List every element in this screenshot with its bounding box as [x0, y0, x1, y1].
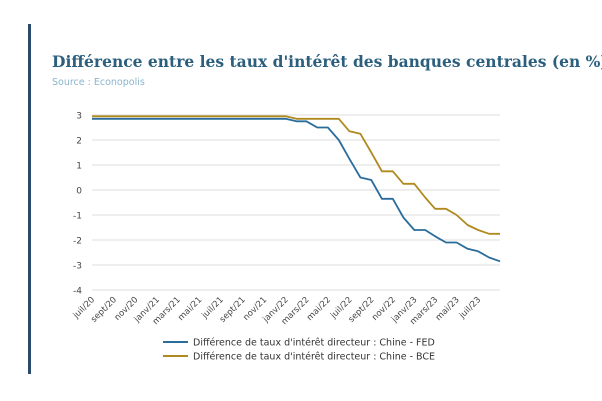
- chart-source: Source : Econopolis: [52, 77, 145, 88]
- y-tick-label: 3: [76, 112, 82, 122]
- y-tick-label: -2: [73, 237, 82, 247]
- y-tick-label: -3: [73, 262, 82, 272]
- x-tick-label: mai/21: [176, 295, 204, 323]
- series-line-chine-fed: [92, 117, 501, 263]
- y-tick-label: -1: [73, 212, 82, 222]
- series-line-chine-bce: [92, 115, 500, 235]
- accent-bar: [28, 24, 31, 374]
- y-tick-label: 1: [76, 162, 82, 172]
- y-tick-label: -4: [73, 287, 82, 297]
- x-axis-ticks: juil/20sept/20nov/20janv/21mars/21mai/21…: [71, 295, 483, 327]
- legend-label: Différence de taux d'intérêt directeur :…: [193, 352, 435, 363]
- x-tick-label: mai/23: [434, 295, 462, 323]
- y-axis-ticks: 3 2 1 0 -1 -2 -3 -4: [73, 112, 82, 297]
- legend-label: Différence de taux d'intérêt directeur :…: [193, 338, 435, 349]
- y-tick-label: 0: [76, 187, 82, 197]
- x-tick-label: juil/23: [457, 295, 483, 321]
- chart-title: Différence entre les taux d'intérêt des …: [52, 52, 602, 71]
- legend: Différence de taux d'intérêt directeur :…: [163, 338, 435, 363]
- grid-lines: [92, 114, 500, 291]
- y-tick-label: 2: [76, 137, 82, 147]
- x-tick-label: mai/22: [305, 295, 333, 323]
- series-lines: [92, 115, 501, 263]
